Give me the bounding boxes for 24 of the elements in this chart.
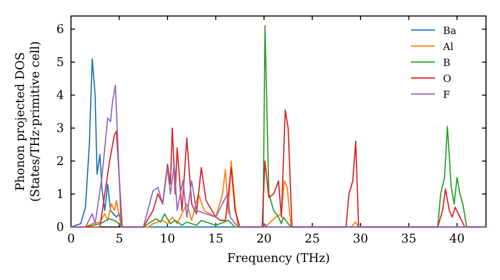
x-tick-label: 0 [67,232,75,246]
legend-label: O [443,74,452,85]
x-tick-label: 5 [115,232,124,246]
x-tick-label: 15 [208,232,224,246]
legend-label: Ba [443,26,456,37]
y-tick-label: 4 [56,88,64,102]
x-tick-label: 35 [401,232,416,246]
x-axis-title: Frequency (THz) [227,251,330,265]
legend-label: B [443,58,450,69]
y-axis-title: Phonon projected DOS (States/THz·primitive cell) [13,41,42,202]
y-tick-label: 2 [56,154,64,168]
x-tick-label: 20 [256,232,272,246]
legend-label: F [443,90,450,101]
y-tick-label: 6 [56,22,64,36]
y-tick-label: 5 [56,54,64,69]
x-tick-label: 25 [304,232,320,246]
legend-label: Al [442,42,454,53]
x-tick-label: 40 [449,232,465,246]
y-tick-label: 1 [56,186,64,201]
y-tick-label: 3 [56,120,64,135]
x-tick-label: 10 [160,232,176,246]
y-tick-label: 0 [56,220,64,234]
x-tick-label: 30 [352,232,368,246]
line-series [70,84,487,228]
